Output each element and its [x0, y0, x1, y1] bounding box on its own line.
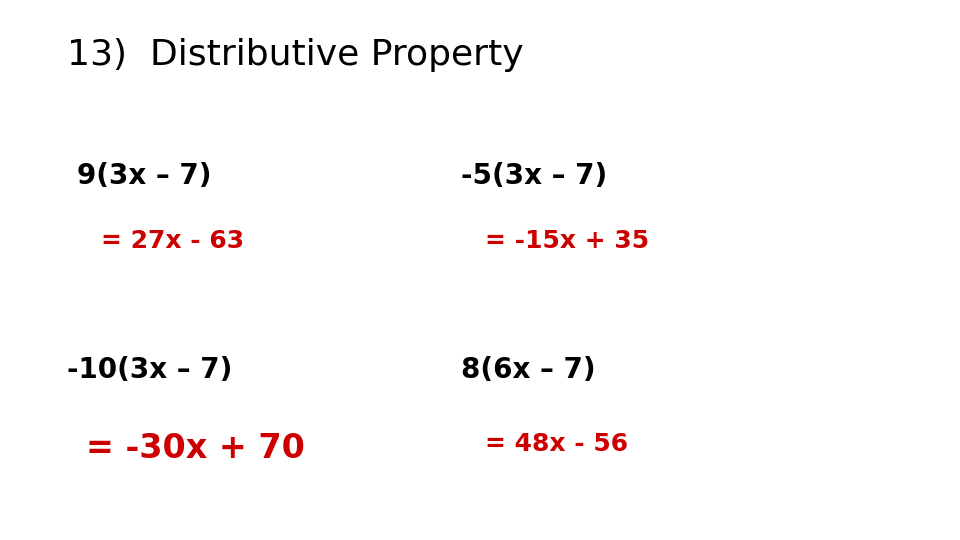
- Text: = -30x + 70: = -30x + 70: [86, 432, 305, 465]
- Text: 9(3x – 7): 9(3x – 7): [77, 162, 211, 190]
- Text: 13)  Distributive Property: 13) Distributive Property: [67, 38, 524, 72]
- Text: 8(6x – 7): 8(6x – 7): [461, 356, 595, 384]
- Text: = -15x + 35: = -15x + 35: [485, 230, 649, 253]
- Text: -10(3x – 7): -10(3x – 7): [67, 356, 232, 384]
- Text: = 27x - 63: = 27x - 63: [101, 230, 244, 253]
- Text: = 48x - 56: = 48x - 56: [485, 432, 628, 456]
- Text: -5(3x – 7): -5(3x – 7): [461, 162, 607, 190]
